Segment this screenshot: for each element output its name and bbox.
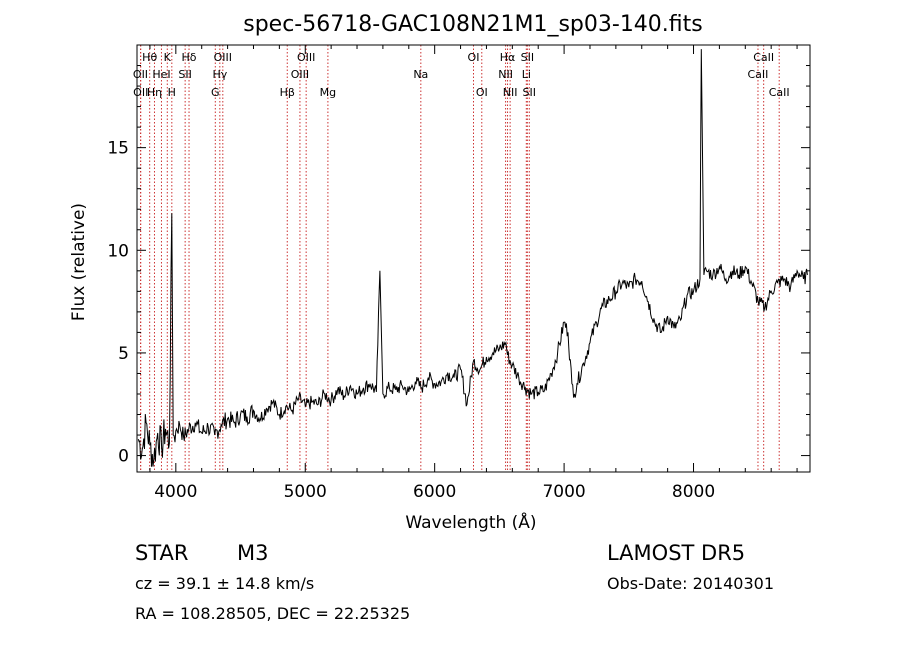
y-tick-label: 10 [107, 241, 129, 261]
object-class: STAR [135, 541, 189, 565]
line-marker-label: Hα [500, 51, 516, 64]
line-marker-label: Li [522, 68, 531, 81]
line-marker-label: OI [468, 51, 480, 64]
line-marker-label: OI [476, 86, 488, 99]
x-axis-label: Wavelength (Å) [405, 511, 536, 533]
line-marker-label: OIII [214, 51, 232, 64]
x-tick-label: 7000 [542, 482, 585, 502]
x-tick-label: 8000 [672, 482, 715, 502]
line-marker-label: Hγ [212, 68, 227, 81]
line-marker-label: Hθ [142, 51, 157, 64]
plot-frame [136, 44, 811, 473]
x-tick-label: 4000 [154, 482, 197, 502]
line-marker-label: OIII [291, 68, 309, 81]
line-marker-label: Hδ [182, 51, 197, 64]
x-tick-label: 6000 [413, 482, 456, 502]
line-marker-label: OIII [297, 51, 315, 64]
line-marker-label: OII [133, 68, 148, 81]
coordinates: RA = 108.28505, DEC = 22.25325 [135, 604, 411, 623]
line-marker-label: SII [521, 51, 534, 64]
line-marker-label: HeI [152, 68, 170, 81]
line-marker-label: CaII [769, 86, 790, 99]
line-marker-label: CaII [748, 68, 769, 81]
y-tick-label: 0 [118, 447, 129, 467]
line-marker-label: H [168, 86, 176, 99]
spectrum-line [137, 49, 808, 467]
y-tick-label: 5 [118, 344, 129, 364]
x-axis-ticks: 4000 5000 6000 7000 8000 [149, 45, 798, 502]
emission-line-markers [139, 45, 780, 472]
line-marker-label: G [211, 86, 220, 99]
redshift-cz: cz = 39.1 ± 14.8 km/s [135, 574, 315, 593]
y-axis-ticks: 0 5 10 15 [107, 65, 810, 467]
survey-name: LAMOST DR5 [607, 541, 746, 565]
line-marker-label: NII [498, 68, 513, 81]
y-tick-label: 15 [107, 139, 129, 159]
line-marker-label: SII [178, 68, 191, 81]
line-marker-label: NII [503, 86, 518, 99]
line-marker-label: Mg [320, 86, 336, 99]
object-subclass: M3 [237, 541, 269, 565]
y-axis-label: Flux (relative) [69, 203, 89, 321]
chart-title: spec-56718-GAC108N21M1_sp03-140.fits [243, 12, 703, 37]
line-marker-label: K [164, 51, 172, 64]
observation-date: Obs-Date: 20140301 [607, 574, 775, 593]
line-marker-label: Na [413, 68, 428, 81]
line-marker-label: SII [523, 86, 536, 99]
line-marker-label: Hη [147, 86, 162, 99]
line-marker-label: CaII [753, 51, 774, 64]
line-marker-label: Hβ [280, 86, 295, 99]
x-tick-label: 5000 [284, 482, 327, 502]
